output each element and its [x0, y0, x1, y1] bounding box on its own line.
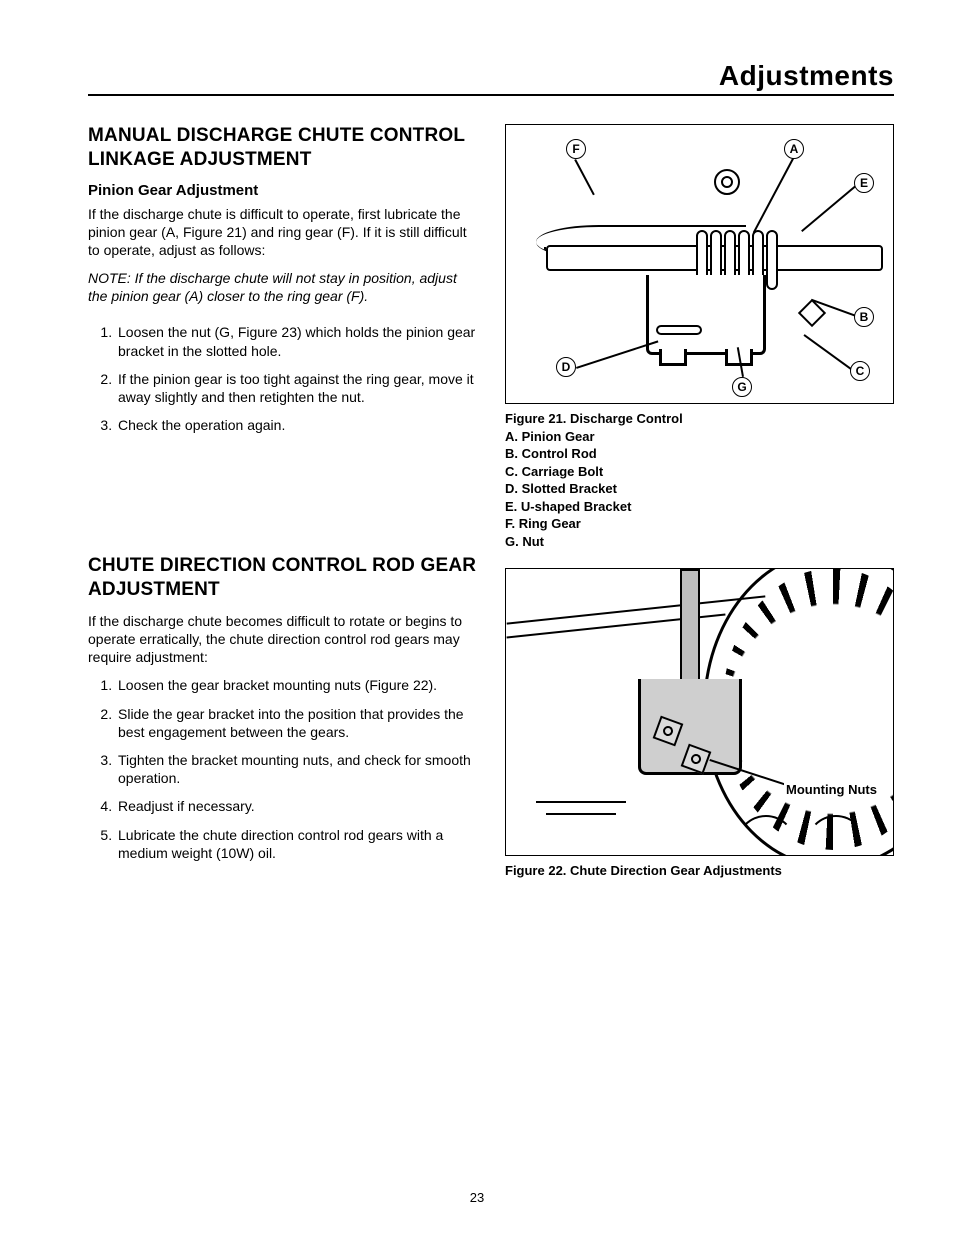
page-number: 23 — [0, 1190, 954, 1205]
section2-steps: Loosen the gear bracket mounting nuts (F… — [88, 676, 477, 862]
mounting-nuts-label: Mounting Nuts — [784, 782, 879, 797]
callout-e: E — [854, 173, 874, 193]
callout-d: D — [556, 357, 576, 377]
step: Slide the gear bracket into the position… — [116, 705, 477, 741]
legend-b: B. Control Rod — [505, 445, 894, 463]
section1-note: NOTE: If the discharge chute will not st… — [88, 269, 477, 305]
figure-22-box: Mounting Nuts — [505, 568, 894, 856]
callout-g: G — [732, 377, 752, 397]
fig21-title: Figure 21. Discharge Control — [505, 410, 894, 428]
step: If the pinion gear is too tight against … — [116, 370, 477, 406]
page-header: Adjustments — [719, 60, 894, 94]
slotted-bracket-shape — [646, 275, 766, 355]
section-chute-direction: CHUTE DIRECTION CONTROL ROD GEAR ADJUSTM… — [88, 554, 477, 862]
legend-a: A. Pinion Gear — [505, 428, 894, 446]
step: Loosen the nut (G, Figure 23) which hold… — [116, 323, 477, 359]
step: Check the operation again. — [116, 416, 477, 434]
section1-subtitle: Pinion Gear Adjustment — [88, 182, 477, 199]
figure-21-box: F A E B C D G — [505, 124, 894, 404]
header-rule: Adjustments — [88, 60, 894, 96]
legend-f: F. Ring Gear — [505, 515, 894, 533]
figure-22-caption: Figure 22. Chute Direction Gear Adjustme… — [505, 862, 894, 880]
legend-e: E. U-shaped Bracket — [505, 498, 894, 516]
baseline — [536, 801, 626, 803]
callout-c: C — [850, 361, 870, 381]
top-nut-shape — [714, 169, 740, 195]
figure-22-illustration — [506, 569, 893, 855]
callout-f: F — [566, 139, 586, 159]
left-column: MANUAL DISCHARGE CHUTE CONTROL LINKAGE A… — [88, 124, 477, 898]
slot-shape — [656, 325, 702, 335]
fig22-title: Figure 22. Chute Direction Gear Adjustme… — [505, 862, 894, 880]
step: Readjust if necessary. — [116, 797, 477, 815]
figure-21-caption: Figure 21. Discharge Control A. Pinion G… — [505, 410, 894, 550]
legend-g: G. Nut — [505, 533, 894, 551]
section1-title: MANUAL DISCHARGE CHUTE CONTROL LINKAGE A… — [88, 124, 477, 172]
legend-c: C. Carriage Bolt — [505, 463, 894, 481]
callout-b: B — [854, 307, 874, 327]
right-column: F A E B C D G Figure 21. Discharge Contr… — [505, 124, 894, 898]
two-column-layout: MANUAL DISCHARGE CHUTE CONTROL LINKAGE A… — [88, 124, 894, 898]
callout-a: A — [784, 139, 804, 159]
section1-steps: Loosen the nut (G, Figure 23) which hold… — [88, 323, 477, 434]
legend-d: D. Slotted Bracket — [505, 480, 894, 498]
baseline — [546, 813, 616, 815]
manual-page: Adjustments MANUAL DISCHARGE CHUTE CONTR… — [0, 0, 954, 1235]
section1-para: If the discharge chute is difficult to o… — [88, 205, 477, 260]
section2-title: CHUTE DIRECTION CONTROL ROD GEAR ADJUSTM… — [88, 554, 477, 602]
step: Lubricate the chute direction control ro… — [116, 826, 477, 862]
step: Loosen the gear bracket mounting nuts (F… — [116, 676, 477, 694]
step: Tighten the bracket mounting nuts, and c… — [116, 751, 477, 787]
section2-para: If the discharge chute becomes difficult… — [88, 612, 477, 667]
section-manual-discharge: MANUAL DISCHARGE CHUTE CONTROL LINKAGE A… — [88, 124, 477, 434]
